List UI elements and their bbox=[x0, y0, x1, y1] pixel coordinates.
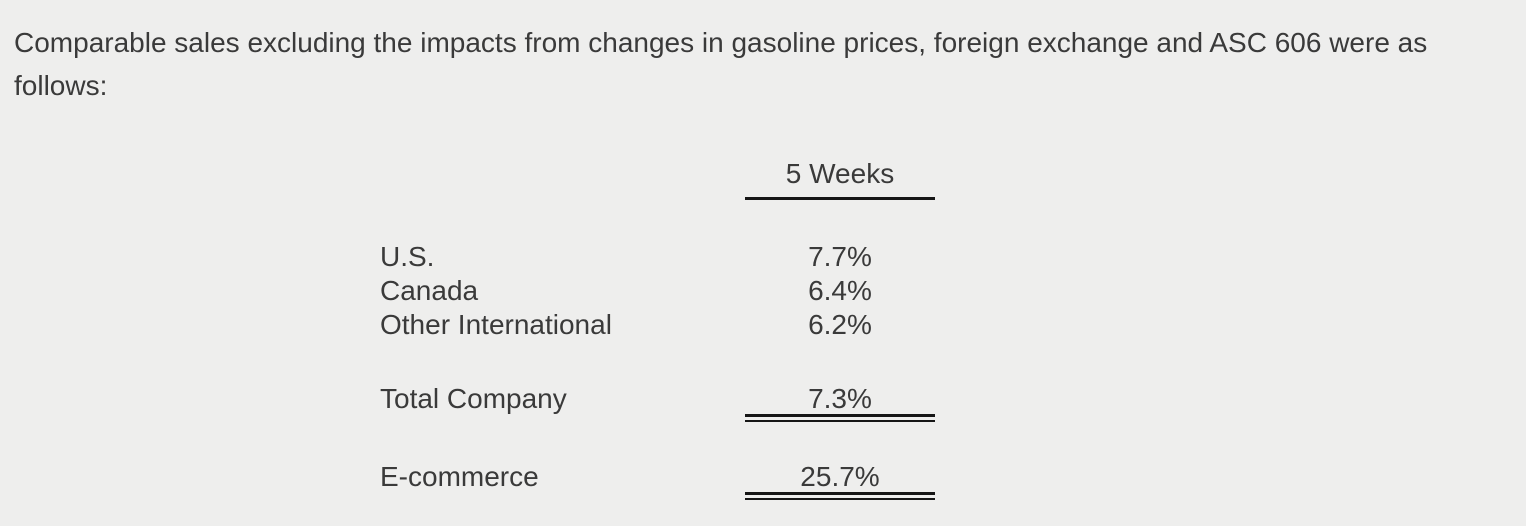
row-value-canada: 6.4% bbox=[808, 275, 872, 306]
row-label-us: U.S. bbox=[380, 241, 435, 272]
row-value-ecommerce: 25.7% bbox=[800, 461, 880, 492]
ecommerce-double-rule bbox=[745, 492, 935, 500]
five-weeks-underline bbox=[745, 197, 935, 200]
row-label-canada: Canada bbox=[380, 275, 479, 306]
intro-paragraph: Comparable sales excluding the impacts f… bbox=[14, 27, 1428, 101]
row-value-total-company: 7.3% bbox=[808, 383, 872, 414]
total-company-double-rule bbox=[745, 414, 935, 422]
row-value-other-international: 6.2% bbox=[808, 309, 872, 340]
column-header-5-weeks: 5 Weeks bbox=[785, 158, 895, 189]
row-value-us: 7.7% bbox=[808, 241, 872, 272]
row-label-total-company: Total Company bbox=[380, 383, 567, 414]
row-label-other-international: Other International bbox=[380, 309, 612, 340]
row-label-ecommerce: E-commerce bbox=[380, 461, 539, 492]
